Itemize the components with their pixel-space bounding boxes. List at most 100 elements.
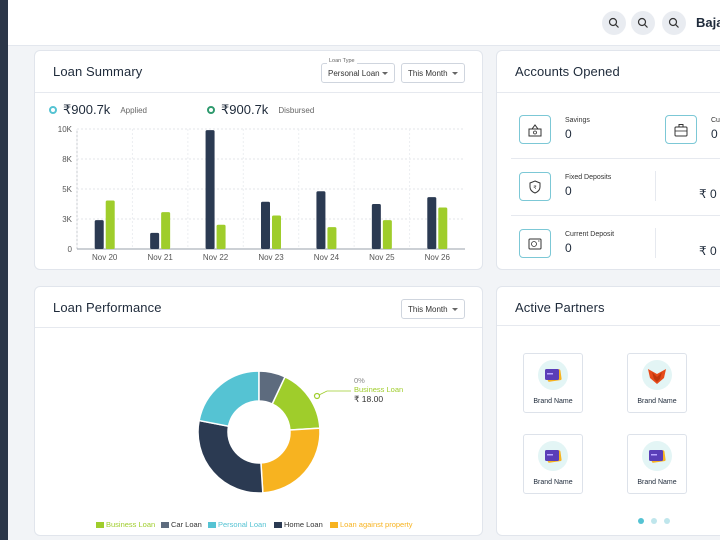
brand-card[interactable]: Brand Name xyxy=(523,434,583,494)
bar[interactable] xyxy=(105,200,115,249)
brand-name: Brand Name xyxy=(533,398,573,405)
bar[interactable] xyxy=(150,232,160,249)
account-label: Current Deposit xyxy=(565,231,615,238)
loan-type-select[interactable]: Personal Loan xyxy=(321,63,395,83)
callout-dot xyxy=(313,392,321,400)
bar[interactable] xyxy=(272,215,281,249)
loan-bar-chart: 0 3K 5K 8K 10K Nov 20 Nov 21 Nov 22 Nov 23 Nov 24… xyxy=(58,125,465,262)
search-icon[interactable] xyxy=(631,11,655,35)
y-tick-label: 8K xyxy=(62,155,72,164)
ring-icon xyxy=(207,106,215,114)
ring-icon xyxy=(49,106,57,114)
brand-card[interactable]: Brand Name xyxy=(627,434,687,494)
disbursed-legend: ₹900.7k Disbursed xyxy=(207,102,314,118)
brand-name: Brand Name xyxy=(637,479,677,486)
bar[interactable] xyxy=(94,220,104,249)
legend-item[interactable]: Loan against property xyxy=(330,520,413,529)
caret-down-icon xyxy=(382,72,388,75)
carousel-dot-active[interactable] xyxy=(638,518,644,524)
search-icon[interactable] xyxy=(602,11,626,35)
x-tick-label: Nov 25 xyxy=(369,253,395,262)
bar[interactable] xyxy=(205,130,215,249)
brand-name: Brand Name xyxy=(533,479,573,486)
callout-name: Business Loan xyxy=(354,385,404,394)
accounts-opened-card: Accounts Opened Savings 0 Cu 0 ₹ Fixed D… xyxy=(496,50,720,270)
bar[interactable] xyxy=(261,201,270,249)
pie-slice[interactable] xyxy=(198,370,260,428)
divider xyxy=(35,92,482,93)
savings-icon xyxy=(519,115,551,144)
current-deposit-icon xyxy=(519,229,551,258)
callout-percent: 0% xyxy=(354,376,365,385)
account-value: ₹ 0 xyxy=(699,187,717,201)
brand-card[interactable]: Brand Name xyxy=(523,353,583,413)
carousel-dot[interactable] xyxy=(664,518,670,524)
disbursed-amount: ₹900.7k xyxy=(221,102,269,117)
legend-item[interactable]: Business Loan xyxy=(96,520,155,529)
callout-amount: ₹ 18.00 xyxy=(354,394,384,404)
pie-slice[interactable] xyxy=(258,370,286,405)
legend-item[interactable]: Personal Loan xyxy=(208,520,266,529)
x-tick-label: Nov 20 xyxy=(92,253,118,262)
legend-item[interactable]: Home Loan xyxy=(274,520,323,529)
search-icon[interactable] xyxy=(662,11,686,35)
bar[interactable] xyxy=(216,224,226,249)
divider xyxy=(655,228,656,258)
y-tick-label: 10K xyxy=(58,125,73,134)
period-select[interactable]: This Month xyxy=(401,299,465,319)
legend-swatch xyxy=(208,521,216,528)
legend-swatch xyxy=(330,521,338,528)
bar[interactable] xyxy=(371,204,381,249)
card-title: Active Partners xyxy=(515,300,605,315)
loan-summary-card: Loan Summary Personal Loan Loan Type Thi… xyxy=(34,50,483,270)
x-tick-label: Nov 23 xyxy=(258,253,284,262)
period-select[interactable]: This Month xyxy=(401,63,465,83)
card-title: Accounts Opened xyxy=(515,64,620,79)
applied-label: Applied xyxy=(120,105,147,115)
bar[interactable] xyxy=(316,191,326,249)
legend-swatch xyxy=(96,521,104,528)
select-caption: Loan Type xyxy=(327,58,357,64)
brand-name: Brand Name xyxy=(637,398,677,405)
purple-card-logo xyxy=(642,441,672,471)
divider xyxy=(497,325,720,326)
card-title: Loan Performance xyxy=(53,300,162,315)
y-tick-label: 5K xyxy=(62,185,72,194)
legend-item[interactable]: Car Loan xyxy=(161,520,202,529)
red-fox-logo xyxy=(642,360,672,390)
divider xyxy=(511,158,720,159)
x-tick-label: Nov 24 xyxy=(314,253,340,262)
briefcase-icon xyxy=(665,115,697,144)
divider xyxy=(511,215,720,216)
bar[interactable] xyxy=(427,197,437,249)
bar[interactable] xyxy=(327,227,337,249)
bar[interactable] xyxy=(382,220,392,249)
card-title: Loan Summary xyxy=(53,64,143,79)
account-value: 0 xyxy=(711,127,718,141)
top-bar xyxy=(8,0,720,46)
legend-swatch xyxy=(161,521,169,528)
user-name[interactable]: Baja xyxy=(696,15,720,30)
applied-legend: ₹900.7k Applied xyxy=(49,102,147,118)
legend-label: Loan against property xyxy=(340,520,413,529)
brand-card[interactable]: Brand Name xyxy=(627,353,687,413)
legend-label: Home Loan xyxy=(284,520,323,529)
account-label: Fixed Deposits xyxy=(565,174,612,181)
legend-label: Personal Loan xyxy=(218,520,267,529)
pie-slice[interactable] xyxy=(197,419,264,494)
bar[interactable] xyxy=(438,207,448,249)
fixed-deposit-icon: ₹ xyxy=(519,172,551,201)
legend-swatch xyxy=(274,521,282,528)
purple-card-logo xyxy=(538,441,568,471)
select-value: Personal Loan xyxy=(328,68,380,78)
account-value: 0 xyxy=(565,241,572,255)
select-value: This Month xyxy=(408,68,448,78)
pie-slice[interactable] xyxy=(260,427,321,494)
caret-down-icon xyxy=(452,308,458,311)
purple-card-logo xyxy=(538,360,568,390)
bar[interactable] xyxy=(161,212,171,249)
applied-amount: ₹900.7k xyxy=(63,102,111,117)
x-tick-label: Nov 21 xyxy=(147,253,173,262)
carousel-dot[interactable] xyxy=(651,518,657,524)
divider xyxy=(497,92,720,93)
